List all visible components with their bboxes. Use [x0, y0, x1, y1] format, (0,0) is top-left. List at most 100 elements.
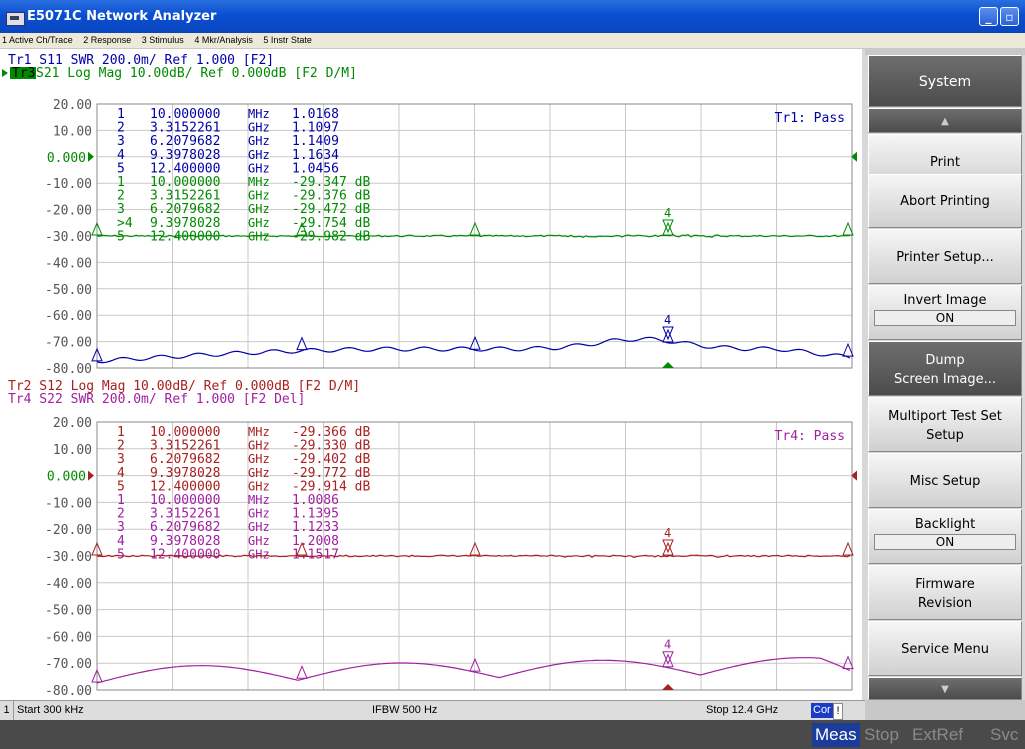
multiport-test-set-setup-button[interactable]: Multiport Test Set Setup	[868, 397, 1022, 452]
lower_graph-y-tick-label: -50.00	[45, 604, 92, 619]
service-menu-button[interactable]: Service Menu	[868, 621, 1022, 676]
multiport-line1: Multiport Test Set	[888, 409, 1002, 424]
upper_graph-marker-frequency: 12.400000	[150, 161, 220, 176]
restore-button[interactable]: ▫	[1000, 7, 1019, 26]
lower_graph-marker-frequency: 9.3978028	[150, 466, 220, 481]
lower_graph-marker-value: 1.0086	[292, 493, 339, 508]
upper_graph-marker4-number: 4	[664, 313, 671, 327]
upper_graph-marker-number: 1	[117, 107, 125, 122]
lower_graph-marker4-icon	[662, 539, 674, 554]
channel-number: 1	[0, 701, 14, 720]
lower_graph-marker-number: 5	[117, 547, 125, 562]
warning-flag: !	[833, 703, 843, 720]
correction-badge: Cor	[811, 703, 833, 718]
lower_graph-marker-frequency: 10.000000	[150, 425, 220, 440]
upper_graph-marker-unit: GHz	[248, 148, 270, 162]
menu-active-ch-trace[interactable]: 1 Active Ch/Trace	[2, 35, 73, 45]
misc-setup-button[interactable]: Misc Setup	[868, 453, 1022, 508]
lower_graph-y-tick-label: 0.000	[47, 470, 86, 485]
dump-line1: Dump	[925, 353, 965, 368]
lower_graph-marker-number: 4	[117, 534, 125, 549]
instrument-status-bar: Meas Stop ExtRef Svc	[0, 720, 1025, 749]
upper_graph-marker-unit: MHz	[248, 175, 270, 189]
softkey-title: System	[868, 55, 1022, 107]
meas-indicator: Meas	[812, 723, 860, 747]
upper_graph-marker-frequency: 9.3978028	[150, 148, 220, 163]
upper_graph-active-marker-icon	[662, 362, 674, 368]
lower_graph-marker-number: 2	[117, 507, 125, 522]
upper_graph-y-tick-label: -10.00	[45, 177, 92, 192]
graph-area[interactable]: Tr1 S11 SWR 200.0m/ Ref 1.000 [F2]Tr3 S2…	[0, 49, 865, 700]
lower_graph-marker-value: 1.2008	[292, 534, 339, 549]
stop-indicator: Stop	[864, 725, 899, 744]
firmware-line1: Firmware	[915, 577, 975, 592]
invert-image-button[interactable]: Invert Image ON	[868, 285, 1022, 340]
upper_graph-flat-marker-icon	[842, 221, 854, 236]
lower_graph-marker-value: -29.772 dB	[292, 466, 370, 481]
lower_graph-marker-number: 5	[117, 479, 125, 494]
lower_graph-marker-value: -29.366 dB	[292, 425, 370, 440]
upper_graph-marker-value: -29.472 dB	[292, 202, 370, 217]
scroll-up-button[interactable]: ▲	[868, 108, 1022, 133]
upper_graph-flat-marker-icon	[662, 221, 674, 236]
lower_graph-flat-marker-icon	[296, 541, 308, 556]
lower_graph-marker-unit: GHz	[248, 466, 270, 480]
lower_graph-marker-value: 1.1395	[292, 507, 339, 522]
printer-setup-button[interactable]: Printer Setup...	[868, 229, 1022, 284]
upper_graph-marker-value: 1.1634	[292, 148, 339, 163]
svc-indicator: Svc	[990, 725, 1019, 744]
upper_graph-marker-number: 3	[117, 134, 125, 149]
multiport-line2: Setup	[926, 428, 964, 443]
upper_graph-flat-marker-icon	[91, 221, 103, 236]
lower_graph-marker-unit: GHz	[248, 439, 270, 453]
lower_graph-swr-marker-icon	[469, 657, 481, 672]
invert-image-state: ON	[874, 310, 1016, 326]
upper_graph-swr-marker-icon	[662, 328, 674, 343]
minimize-button[interactable]: _	[979, 7, 998, 26]
upper_graph-trace-flat	[96, 233, 851, 239]
menu-instr-state[interactable]: 5 Instr State	[263, 35, 312, 45]
lower_graph-marker-number: 2	[117, 439, 125, 454]
lower_graph-y-tick-label: -80.00	[45, 684, 92, 699]
scroll-down-button[interactable]: ▼	[868, 677, 1022, 700]
lower_graph-trace-flat	[96, 554, 851, 559]
upper_graph-header-line: S21 Log Mag 10.00dB/ Ref 0.000dB [F2 D/M…	[36, 66, 357, 81]
title-bar: E5071C Network Analyzer _ ▫	[0, 0, 1025, 33]
menu-stimulus[interactable]: 3 Stimulus	[141, 35, 184, 45]
lower_graph-active-marker-icon	[662, 684, 674, 690]
upper_graph-marker-number: 2	[117, 189, 125, 204]
lower_graph-swr-marker-icon	[91, 668, 103, 683]
lower_graph-marker4-icon	[662, 651, 674, 666]
backlight-button[interactable]: Backlight ON	[868, 509, 1022, 564]
upper_graph-swr-marker-icon	[91, 347, 103, 362]
dump-screen-image-button[interactable]: Dump Screen Image...	[868, 341, 1022, 396]
lower_graph-trace-swr	[96, 657, 851, 684]
upper_graph-y-tick-label: 20.00	[53, 98, 92, 113]
upper_graph-marker-value: -29.347 dB	[292, 175, 370, 190]
lower_graph-marker-frequency: 6.2079682	[150, 520, 220, 535]
start-frequency[interactable]: Start 300 kHz	[17, 704, 84, 716]
if-bandwidth[interactable]: IFBW 500 Hz	[372, 704, 438, 716]
lower_graph-marker4-number: 4	[664, 638, 671, 652]
lower_graph-header-line: Tr2 S12 Log Mag 10.00dB/ Ref 0.000dB [F2…	[8, 379, 360, 394]
firmware-revision-button[interactable]: Firmware Revision	[868, 565, 1022, 620]
menu-response[interactable]: 2 Response	[83, 35, 132, 45]
lower_graph-y-tick-label: -70.00	[45, 657, 92, 672]
upper_graph-marker-unit: GHz	[248, 161, 270, 175]
upper_graph-marker4-number: 4	[664, 206, 671, 220]
upper_graph-marker-frequency: 9.3978028	[150, 216, 220, 231]
app-icon	[6, 12, 25, 26]
upper_graph-marker-unit: GHz	[248, 216, 270, 230]
menu-mkr-analysis[interactable]: 4 Mkr/Analysis	[194, 35, 253, 45]
lower_graph-marker-frequency: 6.2079682	[150, 452, 220, 467]
lower_graph-marker4-number: 4	[664, 526, 671, 540]
upper_graph-marker-number: >4	[117, 216, 133, 231]
lower_graph-swr-marker-icon	[662, 653, 674, 668]
upper_graph-marker-value: 1.1097	[292, 121, 339, 136]
window-title: E5071C Network Analyzer	[27, 9, 217, 24]
measurement-screen[interactable]: Tr1 S11 SWR 200.0m/ Ref 1.000 [F2] Tr3 S2…	[0, 49, 865, 700]
upper_graph-swr-marker-icon	[469, 335, 481, 350]
lower_graph-marker-unit: GHz	[248, 534, 270, 548]
abort-printing-button[interactable]: Abort Printing	[868, 174, 1022, 228]
stop-frequency[interactable]: Stop 12.4 GHz	[706, 704, 779, 716]
